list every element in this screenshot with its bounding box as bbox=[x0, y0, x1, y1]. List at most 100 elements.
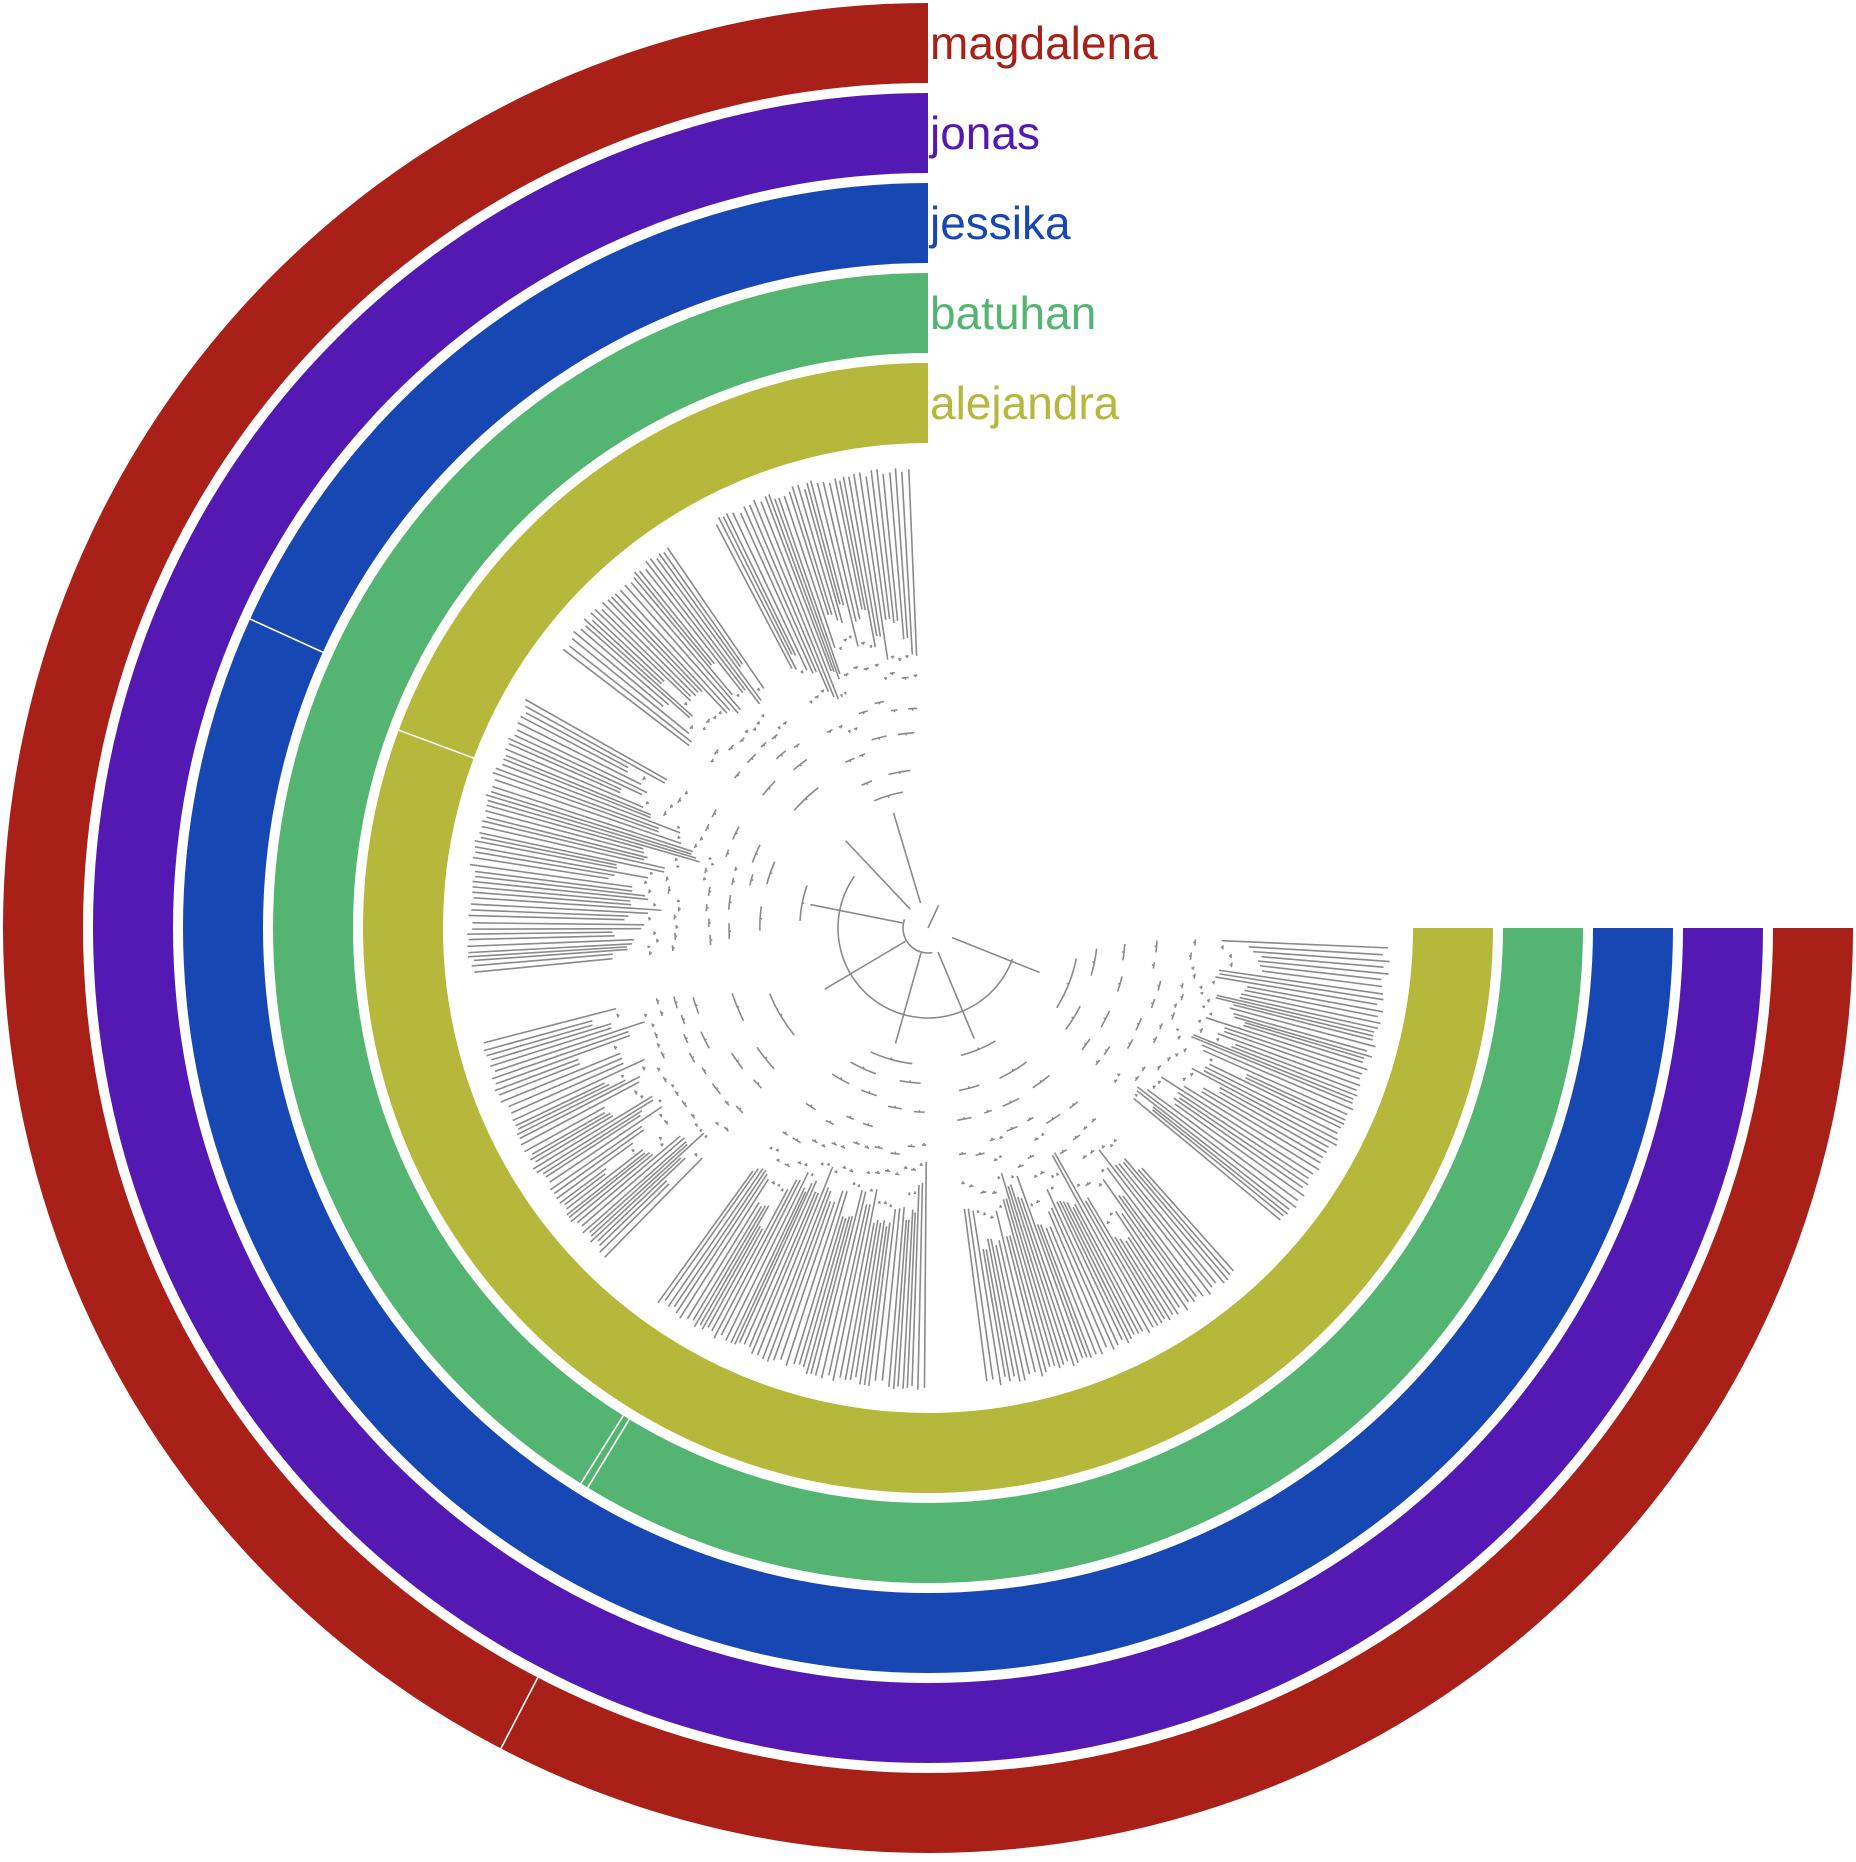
tree-branch bbox=[487, 799, 700, 863]
tree-branch bbox=[1136, 1086, 1297, 1209]
tree-branch bbox=[1257, 960, 1389, 975]
tree-branch bbox=[520, 1081, 640, 1146]
tree-branch bbox=[663, 1119, 669, 1125]
tree-branch bbox=[1207, 998, 1211, 1003]
tree-branch bbox=[1224, 1026, 1363, 1075]
tree-branch bbox=[1244, 1021, 1365, 1060]
tree-branch bbox=[980, 1191, 987, 1194]
tree-branch bbox=[573, 630, 664, 707]
tree-branch bbox=[1122, 1161, 1225, 1284]
tree-branch bbox=[908, 469, 918, 656]
tree-branch bbox=[901, 471, 914, 655]
tree-branch bbox=[1204, 1066, 1338, 1135]
tree-branch bbox=[475, 851, 615, 877]
tree-branch bbox=[590, 1132, 705, 1237]
tree-branch bbox=[777, 725, 781, 729]
tree-branch bbox=[727, 894, 732, 910]
tree-branch bbox=[1117, 1073, 1121, 1077]
tree-branch bbox=[780, 1188, 784, 1192]
tree-branch bbox=[662, 1076, 668, 1083]
tree-branch bbox=[1243, 1024, 1364, 1064]
tree-branch bbox=[792, 1137, 802, 1144]
tree-branch bbox=[876, 469, 895, 624]
tree-branch bbox=[858, 472, 889, 660]
tree-branch bbox=[888, 769, 911, 776]
ring-label-batuhan: batuhan bbox=[930, 287, 1096, 339]
tree-branch bbox=[1032, 1074, 1050, 1089]
tree-branch bbox=[985, 1249, 1011, 1382]
tree-branch bbox=[475, 875, 646, 897]
tree-branch bbox=[891, 708, 898, 712]
tree-branch bbox=[1102, 1178, 1190, 1303]
tree-branch bbox=[677, 835, 680, 839]
tree-branch bbox=[1209, 1063, 1342, 1129]
ring-divider-batuhan-lower-2 bbox=[587, 1418, 630, 1489]
tree-branch bbox=[859, 753, 866, 757]
tree-branch bbox=[1219, 973, 1384, 1001]
tree-branch bbox=[1189, 952, 1193, 960]
tree-branch bbox=[633, 576, 733, 696]
tree-branch bbox=[1118, 1195, 1196, 1303]
tree-branch bbox=[1114, 1164, 1213, 1288]
tree-branch bbox=[756, 721, 761, 725]
tree-branch bbox=[975, 1152, 985, 1157]
tree-branch bbox=[1005, 1235, 1044, 1377]
tree-branch bbox=[473, 948, 628, 962]
tree-branch bbox=[766, 861, 776, 885]
tree-branch bbox=[1050, 1186, 1054, 1190]
tree-branch bbox=[990, 1238, 1021, 1382]
tree-branch bbox=[1126, 1038, 1134, 1049]
tree-branch bbox=[1033, 1175, 1038, 1179]
tree-branch bbox=[675, 1173, 768, 1314]
tree-branch bbox=[999, 1155, 1002, 1159]
tree-branch bbox=[859, 1220, 886, 1385]
tree-branch bbox=[1216, 994, 1375, 1033]
tree-branch bbox=[483, 1019, 593, 1052]
tree-branch bbox=[849, 1219, 879, 1380]
tree-branch bbox=[1116, 976, 1123, 992]
tree-branch bbox=[761, 713, 765, 718]
tree-branch bbox=[536, 1099, 654, 1174]
tree-branch bbox=[1098, 1149, 1212, 1295]
tree-branch bbox=[1118, 1162, 1217, 1284]
tree-branch bbox=[1202, 1049, 1348, 1116]
tree-branch bbox=[1193, 1034, 1354, 1100]
tree-branch bbox=[777, 1184, 781, 1188]
tree-branch bbox=[1114, 1236, 1166, 1320]
tree-branch bbox=[1205, 1016, 1368, 1071]
tree-branch bbox=[468, 935, 615, 941]
tree-branch bbox=[923, 1161, 927, 1388]
tree-branch bbox=[502, 763, 681, 834]
tree-branch bbox=[701, 1067, 707, 1075]
tree-branch bbox=[1090, 948, 1098, 976]
tree-branch bbox=[824, 940, 907, 990]
tree-branch bbox=[576, 1135, 681, 1224]
tree-branch bbox=[1203, 1087, 1324, 1159]
tree-branch bbox=[1134, 1075, 1140, 1082]
tree-branch bbox=[645, 560, 746, 691]
tree-branch bbox=[1215, 996, 1374, 1037]
tree-branch bbox=[712, 715, 717, 719]
tree-branch bbox=[665, 876, 668, 882]
tree-branch bbox=[1183, 1085, 1320, 1171]
tree-branch bbox=[1122, 1195, 1197, 1297]
tree-branch bbox=[1246, 1073, 1346, 1121]
tree-branch bbox=[516, 729, 648, 794]
tree-branch bbox=[831, 1142, 838, 1146]
tree-branch bbox=[1247, 986, 1384, 1013]
tree-branch bbox=[805, 1102, 816, 1111]
tree-branch bbox=[1062, 1201, 1133, 1340]
tree-branch bbox=[664, 1168, 759, 1301]
tree-branch bbox=[467, 938, 635, 948]
tree-branch bbox=[549, 1125, 643, 1191]
tree-branch bbox=[999, 1061, 1028, 1080]
tree-branch bbox=[1103, 1046, 1111, 1056]
tree-branch bbox=[610, 596, 703, 693]
tree-branch bbox=[782, 1131, 788, 1136]
tree-branch bbox=[982, 1213, 987, 1216]
tree-branch bbox=[494, 778, 682, 845]
tree-branch bbox=[520, 715, 629, 773]
tree-branch bbox=[1174, 1003, 1178, 1008]
tree-branch bbox=[783, 495, 836, 649]
tree-branch bbox=[531, 1112, 606, 1156]
